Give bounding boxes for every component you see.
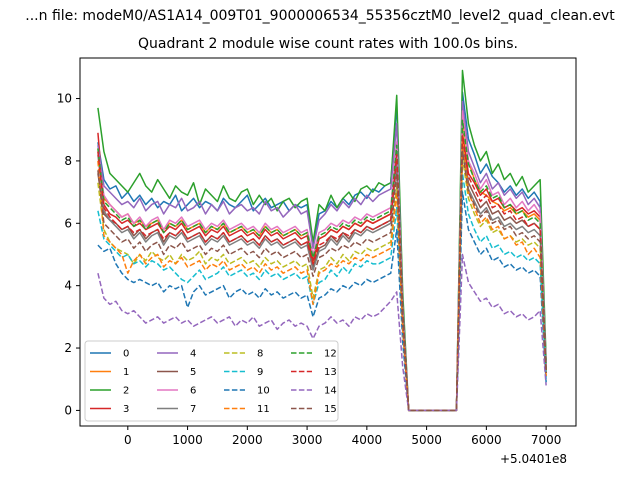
legend-box — [84, 340, 339, 422]
x-tick-label: 6000 — [471, 433, 502, 447]
x-axis: 0 1000 2000 3000 4000 5000 6000 7000 — [124, 426, 561, 447]
series-line-0 — [97, 91, 547, 412]
x-axis-offset-label: +5.0401e8 — [500, 452, 568, 466]
figure-suptitle: ...n file: modeM0/AS1A14_009T01_90000065… — [25, 8, 615, 24]
legend-label-15: 15 — [324, 404, 337, 415]
series-line-15 — [97, 150, 547, 412]
axes-frame — [79, 57, 577, 427]
series-line-13 — [97, 135, 547, 412]
legend-label-14: 14 — [324, 386, 337, 397]
legend-label-9: 9 — [257, 367, 263, 378]
series-line-7 — [97, 144, 547, 412]
legend-label-12: 12 — [324, 349, 337, 360]
legend-label-8: 8 — [257, 349, 263, 360]
y-tick-label: 6 — [64, 216, 72, 230]
series-line-3 — [97, 132, 547, 412]
x-tick-label: 2000 — [232, 433, 263, 447]
series-line-4 — [97, 100, 547, 412]
legend-label-13: 13 — [324, 367, 337, 378]
legend-label-0: 0 — [123, 349, 129, 360]
legend-label-5: 5 — [190, 367, 196, 378]
legend-label-11: 11 — [257, 404, 270, 415]
x-tick-label: 0 — [124, 433, 132, 447]
x-tick-label: 4000 — [352, 433, 383, 447]
series-line-9 — [97, 172, 547, 412]
x-tick-label: 5000 — [411, 433, 442, 447]
legend-label-2: 2 — [123, 386, 129, 397]
series-line-14 — [97, 253, 547, 412]
series-line-10 — [97, 191, 547, 412]
legend-label-4: 4 — [190, 349, 196, 360]
x-tick-label: 1000 — [172, 433, 203, 447]
legend-label-10: 10 — [257, 386, 270, 397]
y-tick-label: 0 — [64, 403, 72, 417]
plot-area — [97, 69, 547, 412]
chart-title: Quadrant 2 module wise count rates with … — [138, 36, 518, 52]
x-tick-label: 7000 — [531, 433, 562, 447]
series-line-2 — [97, 69, 547, 412]
y-tick-label: 10 — [57, 92, 72, 106]
y-axis: 0 2 4 6 8 10 — [57, 92, 80, 417]
legend-label-6: 6 — [190, 386, 196, 397]
x-tick-label: 3000 — [292, 433, 323, 447]
legend-label-3: 3 — [123, 404, 129, 415]
series-line-11 — [97, 135, 547, 412]
legend-label-7: 7 — [190, 404, 196, 415]
y-tick-label: 2 — [64, 341, 72, 355]
series-line-6 — [97, 110, 547, 412]
series-line-12 — [97, 119, 547, 412]
y-tick-label: 8 — [64, 154, 72, 168]
series-line-8 — [97, 157, 547, 412]
legend-label-1: 1 — [123, 367, 129, 378]
y-tick-label: 4 — [64, 279, 72, 293]
